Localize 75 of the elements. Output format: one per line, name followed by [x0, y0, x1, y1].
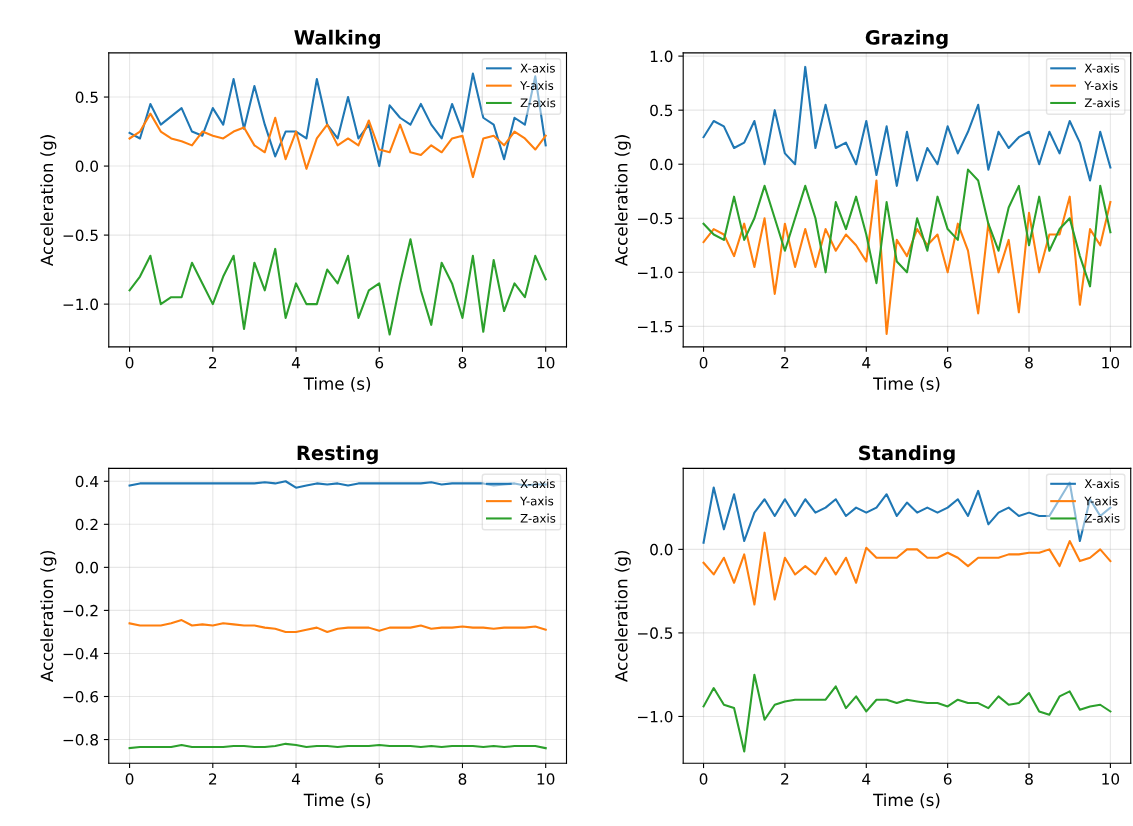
y-tick-label: −0.5: [638, 627, 673, 639]
chart-title: Standing: [859, 445, 955, 465]
y-axis-title: Acceleration (g): [40, 135, 57, 266]
x-tick-label: 6: [943, 356, 952, 369]
x-tick-label: 4: [291, 357, 301, 369]
x-tick-label: 8: [1025, 773, 1033, 785]
y-tick-label: 0.4: [75, 475, 99, 488]
x-tick-label: 4: [291, 773, 301, 785]
y-tick-label: −1.0: [63, 298, 99, 311]
legend-label: Z-axis: [520, 513, 556, 523]
x-tick-label: 0: [125, 773, 134, 785]
y-tick-label: 1.0: [650, 50, 673, 63]
y-tick-label: 0.0: [75, 160, 99, 173]
chart-title: Grazing: [865, 29, 948, 49]
chart-title: Walking: [294, 29, 380, 49]
x-tick-label: 2: [781, 356, 789, 369]
x-tick-label: 6: [375, 356, 384, 369]
x-axis-title: Time (s): [873, 376, 940, 392]
y-tick-label: 0.5: [650, 104, 673, 117]
x-tick-label: 2: [781, 773, 789, 785]
x-tick-label: 4: [862, 357, 871, 369]
x-axis-title: Time (s): [303, 376, 371, 392]
y-tick-label: −0.8: [63, 734, 98, 746]
y-tick-label: −1.0: [638, 266, 673, 279]
legend-label: X-axis: [1084, 478, 1120, 489]
y-tick-label: −0.4: [63, 647, 99, 660]
x-axis-title: Time (s): [873, 793, 940, 809]
x-tick-label: 0: [125, 356, 134, 369]
x-tick-label: 10: [537, 356, 555, 369]
y-tick-label: 0.0: [650, 158, 673, 171]
y-axis-title: Acceleration (g): [40, 550, 57, 682]
chart-title: Resting: [297, 445, 378, 465]
x-tick-label: 10: [1102, 356, 1120, 369]
y-axis-title: Acceleration (g): [614, 550, 631, 682]
legend-label: Y-axis: [1084, 496, 1118, 506]
x-tick-label: 8: [458, 356, 467, 369]
x-tick-label: 0: [699, 773, 708, 785]
legend-label: X-axis: [520, 478, 555, 489]
x-tick-label: 8: [458, 773, 467, 785]
x-axis-title: Time (s): [303, 793, 371, 809]
y-tick-label: 0.0: [75, 561, 99, 574]
line-series: [702, 179, 1112, 335]
legend-label: Y-axis: [520, 496, 554, 506]
y-axis-title: Acceleration (g): [614, 135, 631, 266]
legend-label: Z-axis: [520, 98, 556, 108]
y-tick-label: −0.5: [638, 212, 673, 225]
legend-label: Z-axis: [1084, 513, 1120, 523]
y-tick-label: −1.0: [638, 710, 673, 723]
x-tick-label: 4: [862, 773, 871, 785]
line-series: [702, 531, 1112, 606]
y-tick-label: −0.2: [63, 604, 98, 617]
x-tick-label: 2: [209, 356, 217, 369]
x-tick-label: 6: [943, 773, 952, 785]
line-series: [128, 112, 547, 179]
legend-label: Y-axis: [1084, 80, 1118, 90]
legend-label: Z-axis: [1084, 98, 1120, 108]
x-tick-label: 10: [537, 773, 555, 785]
x-tick-label: 2: [209, 773, 217, 785]
y-tick-label: 0.0: [650, 543, 673, 556]
y-tick-label: −1.5: [638, 321, 673, 333]
x-tick-label: 10: [1102, 773, 1120, 785]
legend-label: X-axis: [1084, 63, 1120, 73]
line-series: [702, 168, 1112, 288]
legend-label: X-axis: [520, 63, 555, 73]
x-tick-label: 0: [699, 356, 708, 369]
legend-label: Y-axis: [520, 80, 554, 90]
line-series: [702, 673, 1112, 753]
line-series: [128, 619, 547, 633]
x-tick-label: 8: [1025, 356, 1033, 369]
line-series: [128, 238, 547, 336]
x-tick-label: 6: [375, 773, 384, 785]
y-tick-label: −0.5: [63, 229, 98, 242]
y-tick-label: −0.6: [63, 690, 99, 703]
y-tick-label: 0.5: [75, 91, 98, 104]
y-tick-label: 0.2: [75, 518, 98, 531]
